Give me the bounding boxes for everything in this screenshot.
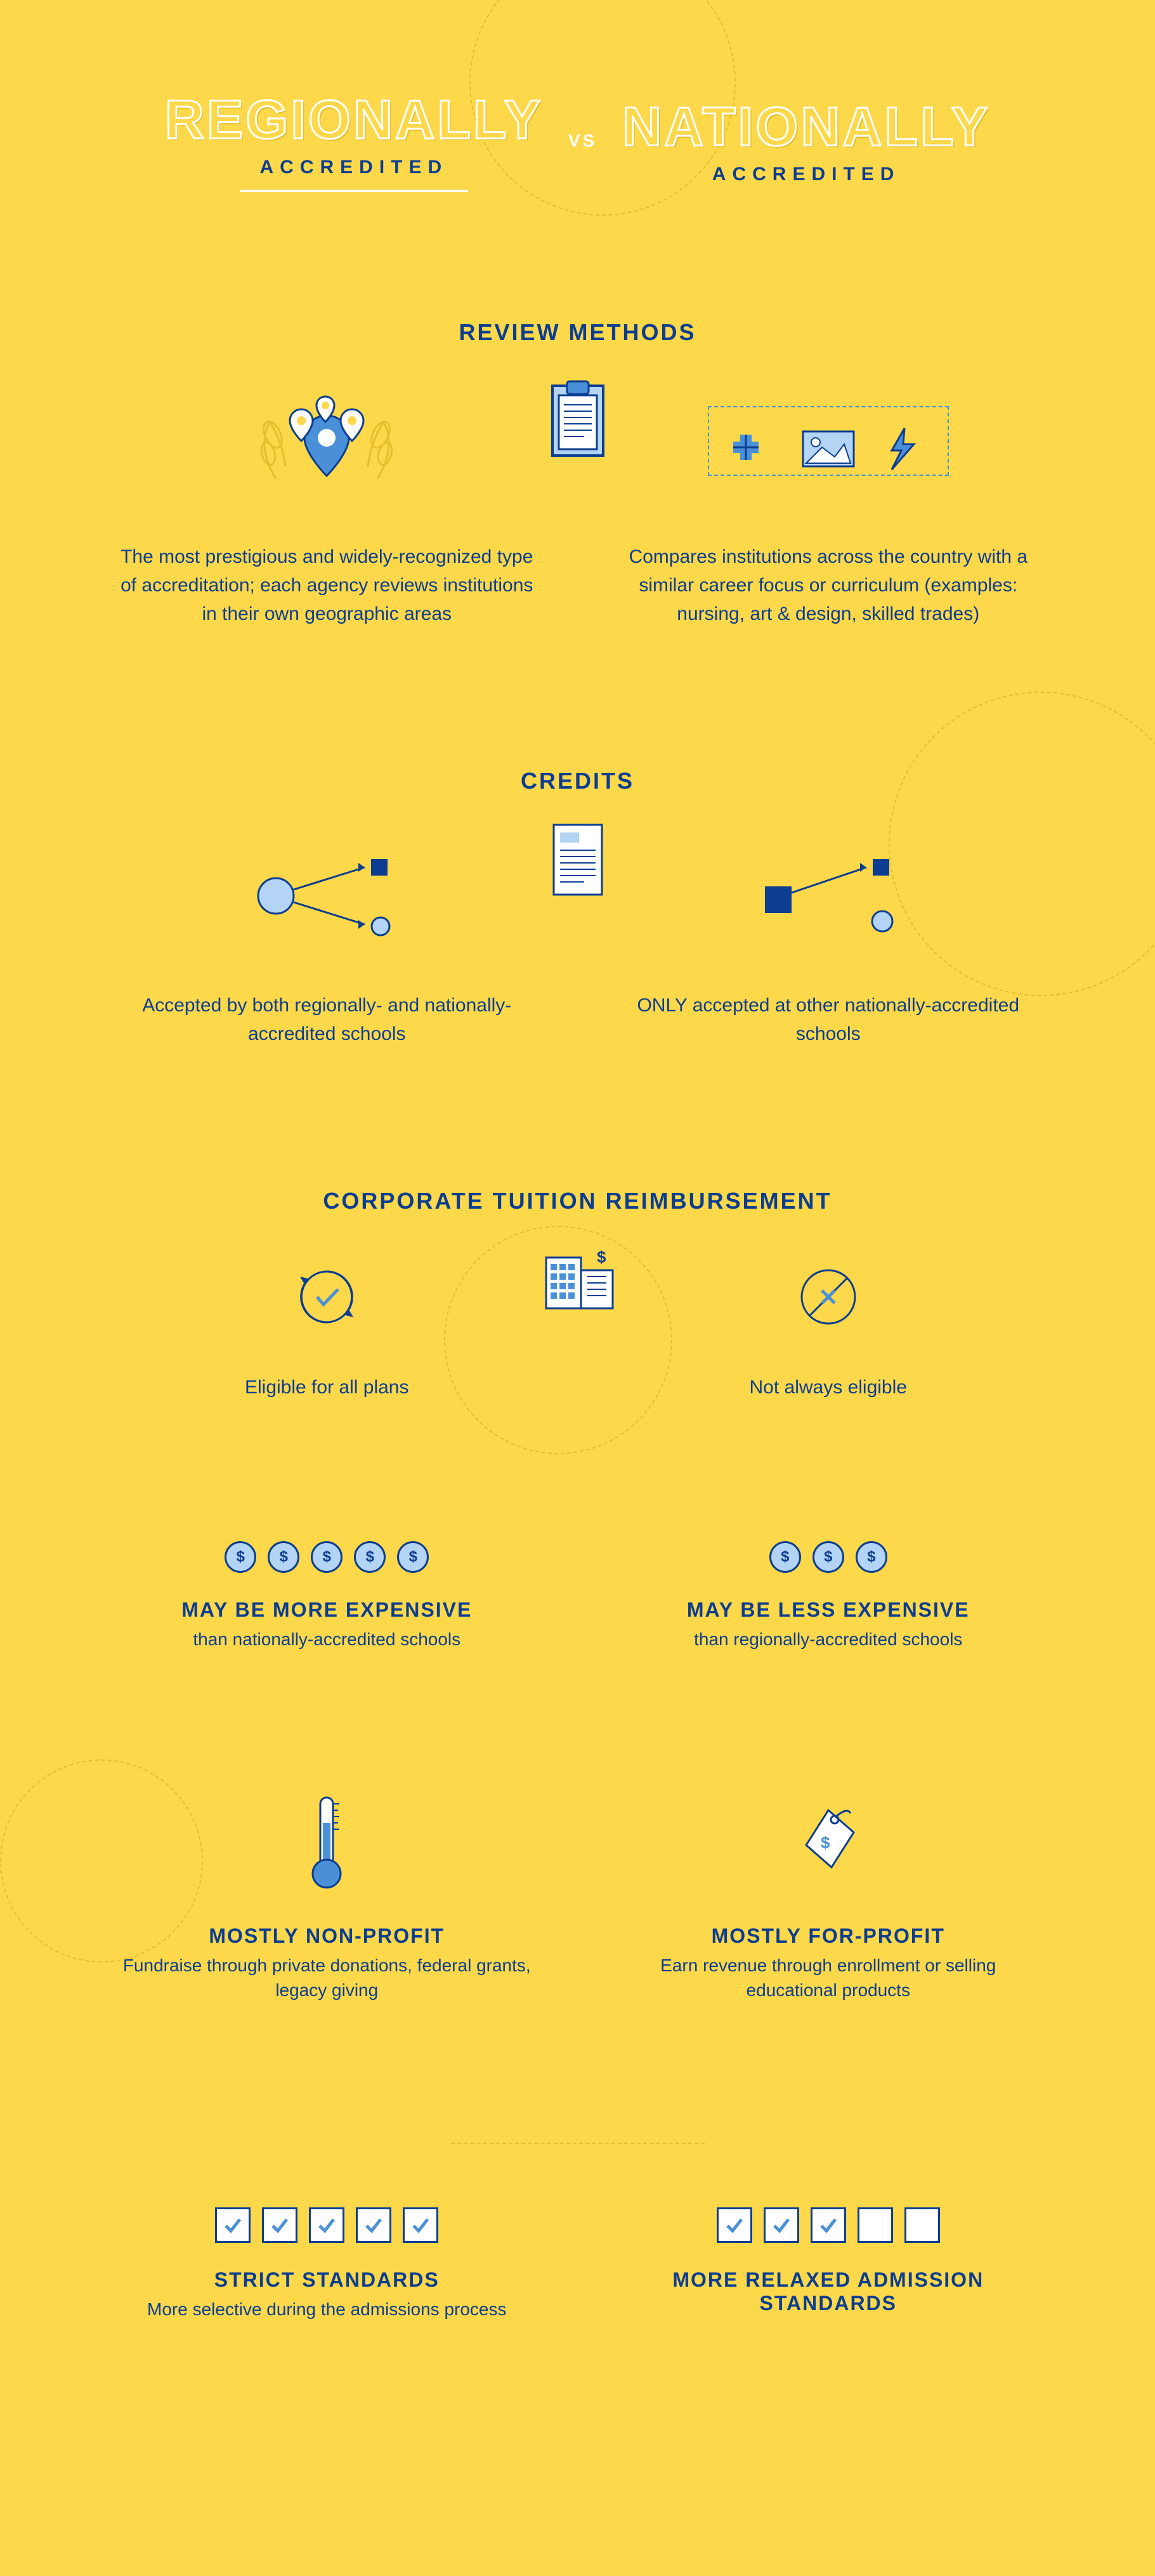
subtitle-right: ACCREDITED [622,164,990,185]
checkbox-icon [356,2207,391,2243]
title-regionally: REGIONALLY [165,89,543,152]
expense-left: $ $ $ $ $ MAY BE MORE EXPENSIVE than nationa… [76,1541,578,1652]
price-tag-icon: $ [790,1797,866,1886]
header: REGIONALLY ACCREDITED VS NATIONALLY ACCR… [76,89,1079,192]
dollar-icon: $ [769,1541,801,1573]
review-left-text: The most prestigious and widely-recogniz… [114,542,540,628]
credits-right-text: ONLY accepted at other nationally-accred… [616,991,1041,1048]
dollar-icon: $ [812,1541,844,1573]
checkbox-icon [309,2207,344,2243]
checkbox-icon [262,2207,297,2243]
clipboard-icon [543,376,613,465]
dollar-icon: $ [397,1541,429,1573]
vs-label: VS [568,131,597,151]
section-expense: $ $ $ $ $ MAY BE MORE EXPENSIVE than nationa… [76,1541,1079,1652]
header-left: REGIONALLY ACCREDITED [165,89,543,192]
dollar-icon: $ [268,1541,299,1573]
dollar-icon: $ [856,1541,887,1573]
checkboxes-right [616,2207,1041,2243]
checkbox-icon [403,2207,438,2243]
section-review-methods: REVIEW METHODS [76,319,1079,628]
review-right: Compares institutions across the country… [578,384,1080,628]
section-reimbursement: CORPORATE TUITION REIMBURSEMENT Eligible… [76,1188,1079,1402]
reimbursement-right: Not always eligible [578,1252,1080,1402]
expense-left-head: MAY BE MORE EXPENSIVE [114,1598,540,1622]
profit-right-head: MOSTLY FOR-PROFIT [616,1924,1041,1948]
checkbox-icon [858,2207,893,2243]
reimbursement-title: CORPORATE TUITION REIMBURSEMENT [76,1188,1079,1214]
section-standards: STRICT STANDARDS More selective during t… [76,2143,1079,2322]
expense-right-sub: than regionally-accredited schools [616,1627,1041,1652]
header-right: NATIONALLY ACCREDITED [622,96,990,185]
profit-right-sub: Earn revenue through enrollment or selli… [616,1953,1041,2002]
checkbox-icon [717,2207,752,2243]
underline-left [240,190,468,192]
expense-right-head: MAY BE LESS EXPENSIVE [616,1598,1041,1622]
reimbursement-left: Eligible for all plans [76,1252,578,1402]
checkbox-icon [215,2207,251,2243]
plus-image-lightning-icon [708,390,949,504]
reimbursement-left-text: Eligible for all plans [114,1373,540,1402]
review-right-text: Compares institutions across the country… [616,542,1041,628]
review-left: The most prestigious and widely-recogniz… [76,384,578,628]
svg-text:$: $ [597,1247,606,1266]
dollar-circles-left: $ $ $ $ $ [114,1541,540,1573]
laurel-pin-icon [238,390,415,504]
checkbox-icon [904,2207,940,2243]
profit-left-head: MOSTLY NON-PROFIT [114,1924,540,1948]
single-arrow-icon [740,851,917,940]
checkboxes-left [114,2207,540,2243]
svg-text:$: $ [821,1833,830,1852]
checkbox-icon [764,2207,799,2243]
dollar-circles-right: $ $ $ [616,1541,1041,1573]
section-profit: MOSTLY NON-PROFIT Fundraise through priv… [76,1791,1079,2002]
standards-right-head: MORE RELAXED ADMISSION STANDARDS [616,2268,1041,2315]
subtitle-left: ACCREDITED [165,157,543,178]
credits-right: ONLY accepted at other nationally-accred… [578,832,1080,1048]
credits-left: Accepted by both regionally- and nationa… [76,832,578,1048]
credits-left-text: Accepted by both regionally- and nationa… [114,991,540,1048]
profit-left-sub: Fundraise through private donations, fed… [114,1953,540,2002]
standards-left-head: STRICT STANDARDS [114,2268,540,2292]
credits-title: CREDITS [76,768,1079,794]
checkbox-icon [811,2207,846,2243]
dollar-icon: $ [311,1541,343,1573]
profit-right: $ MOSTLY FOR-PROFIT Earn revenue through… [578,1791,1080,2002]
title-nationally: NATIONALLY [622,96,990,159]
dollar-icon: $ [225,1541,256,1573]
standards-left: STRICT STANDARDS More selective during t… [76,2207,578,2322]
profit-left: MOSTLY NON-PROFIT Fundraise through priv… [76,1791,578,2002]
standards-right: MORE RELAXED ADMISSION STANDARDS [578,2207,1080,2320]
expense-right: $ $ $ MAY BE LESS EXPENSIVE than regionall… [578,1541,1080,1652]
thermometer-icon [301,1791,352,1893]
building-dollar-icon: $ [537,1239,619,1315]
dollar-icon: $ [354,1541,386,1573]
refresh-check-icon [289,1259,365,1335]
expense-left-sub: than nationally-accredited schools [114,1627,540,1652]
document-icon [546,818,610,901]
reimbursement-right-text: Not always eligible [616,1373,1041,1402]
review-title: REVIEW METHODS [76,319,1079,346]
split-arrows-icon [238,851,415,940]
crossed-circle-icon [790,1259,866,1335]
standards-left-sub: More selective during the admissions pro… [114,2297,540,2322]
section-credits: CREDITS Accepted by both regionally- and… [76,768,1079,1048]
